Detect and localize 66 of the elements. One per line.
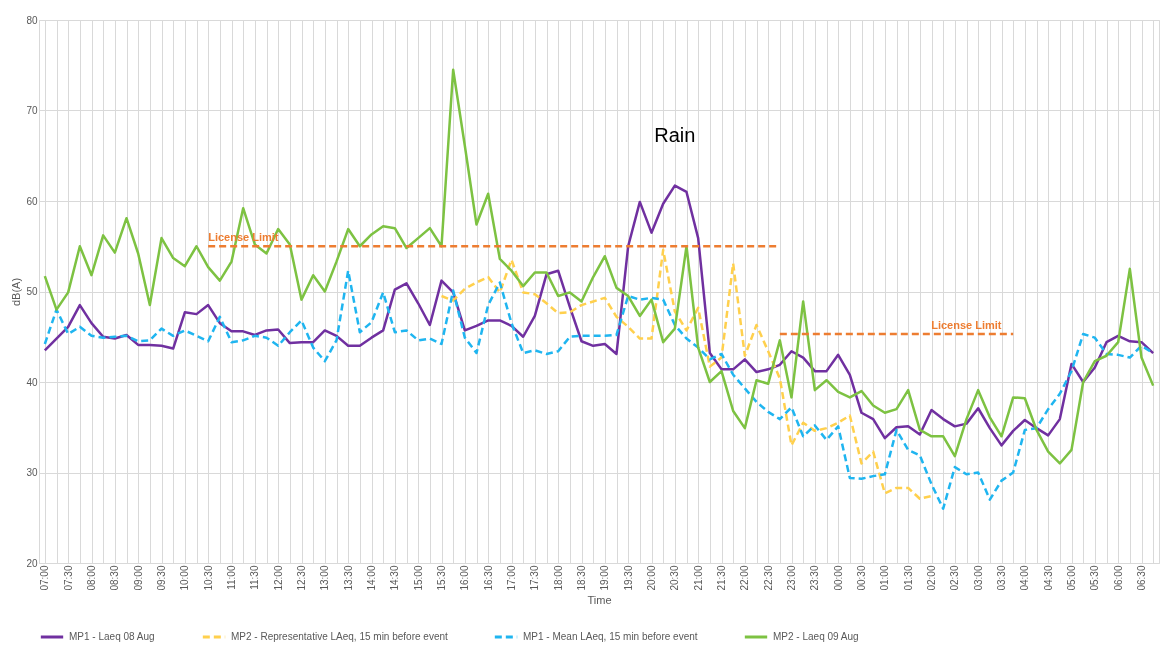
- x-tick-label: 22:00: [739, 565, 751, 591]
- x-tick-label: 07:30: [62, 565, 74, 591]
- x-tick-label: 01:00: [879, 565, 891, 591]
- x-tick-label: 05:00: [1066, 565, 1077, 591]
- x-tick-label: 02:00: [926, 565, 937, 591]
- x-tick-label: 10:00: [179, 565, 191, 591]
- x-tick-label: 11:30: [249, 565, 261, 590]
- x-tick-label: 00:00: [832, 565, 844, 591]
- x-tick-label: 08:00: [86, 565, 97, 591]
- x-tick-label: 19:30: [622, 565, 634, 591]
- x-tick-label: 19:00: [599, 565, 611, 591]
- y-tick-label: 40: [26, 376, 38, 388]
- y-tick-label: 80: [26, 14, 38, 26]
- x-tick-label: 07:00: [39, 565, 51, 591]
- x-tick-label: 10:30: [202, 565, 214, 591]
- x-tick-label: 13:30: [342, 565, 354, 591]
- line-series: [43, 68, 1155, 465]
- x-axis-title: Time: [587, 593, 612, 606]
- legend-label: MP2 - Representative LAeq, 15 min before event: [231, 631, 449, 642]
- x-tick-label: 20:00: [646, 565, 657, 591]
- line-series: [43, 184, 1155, 447]
- x-tick-label: 00:30: [856, 565, 867, 591]
- x-tick-label: 03:00: [972, 565, 984, 591]
- x-tick-label: 01:30: [902, 565, 914, 591]
- x-tick-label: 02:30: [949, 565, 961, 591]
- annotation: License Limit: [931, 319, 1002, 332]
- x-tick-label: 09:30: [156, 565, 167, 591]
- x-tick-label: 18:00: [552, 565, 564, 591]
- y-tick-label: 20: [26, 557, 38, 569]
- y-tick-label: 30: [26, 467, 38, 478]
- x-tick-label: 13:00: [319, 565, 331, 591]
- x-tick-label: 21:30: [716, 565, 727, 591]
- annotation: Rain: [654, 123, 696, 146]
- x-tick-label: 05:30: [1089, 565, 1101, 591]
- x-tick-label: 14:00: [366, 565, 377, 591]
- x-tick-label: 23:00: [786, 565, 797, 591]
- legend-label: MP1 - Mean LAeq, 15 min before event: [523, 631, 698, 642]
- x-tick-label: 14:30: [389, 565, 401, 591]
- x-tick-label: 03:30: [996, 565, 1007, 591]
- x-tick-label: 16:00: [459, 565, 471, 591]
- x-tick-label: 17:00: [506, 565, 517, 591]
- x-tick-label: 08:30: [109, 565, 121, 591]
- x-tick-label: 15:30: [436, 565, 447, 591]
- x-tick-label: 18:30: [576, 565, 587, 591]
- x-tick-label: 09:00: [132, 565, 144, 591]
- x-tick-label: 16:30: [482, 565, 494, 591]
- y-axis-title: dB(A): [10, 277, 23, 307]
- line-series: [440, 248, 933, 500]
- x-tick-label: 22:30: [762, 565, 774, 591]
- x-tick-label: 12:00: [272, 565, 284, 591]
- x-tick-label: 11:00: [226, 565, 237, 590]
- x-tick-label: 12:30: [296, 565, 307, 591]
- x-tick-label: 21:00: [692, 565, 704, 591]
- x-tick-label: 17:30: [529, 565, 541, 591]
- x-tick-label: 20:30: [669, 565, 681, 591]
- x-tick-label: 06:30: [1136, 565, 1147, 591]
- x-tick-label: 15:00: [412, 565, 424, 591]
- y-tick-label: 70: [26, 105, 38, 116]
- y-tick-label: 50: [26, 286, 38, 297]
- y-tick-label: 60: [26, 195, 38, 207]
- x-tick-label: 04:30: [1042, 565, 1054, 591]
- legend-label: MP1 - Laeq 08 Aug: [69, 631, 155, 642]
- legend-label: MP2 - Laeq 09 Aug: [773, 631, 859, 642]
- x-tick-label: 06:00: [1112, 565, 1124, 591]
- x-tick-label: 23:30: [809, 565, 821, 591]
- x-tick-label: 04:00: [1019, 565, 1031, 591]
